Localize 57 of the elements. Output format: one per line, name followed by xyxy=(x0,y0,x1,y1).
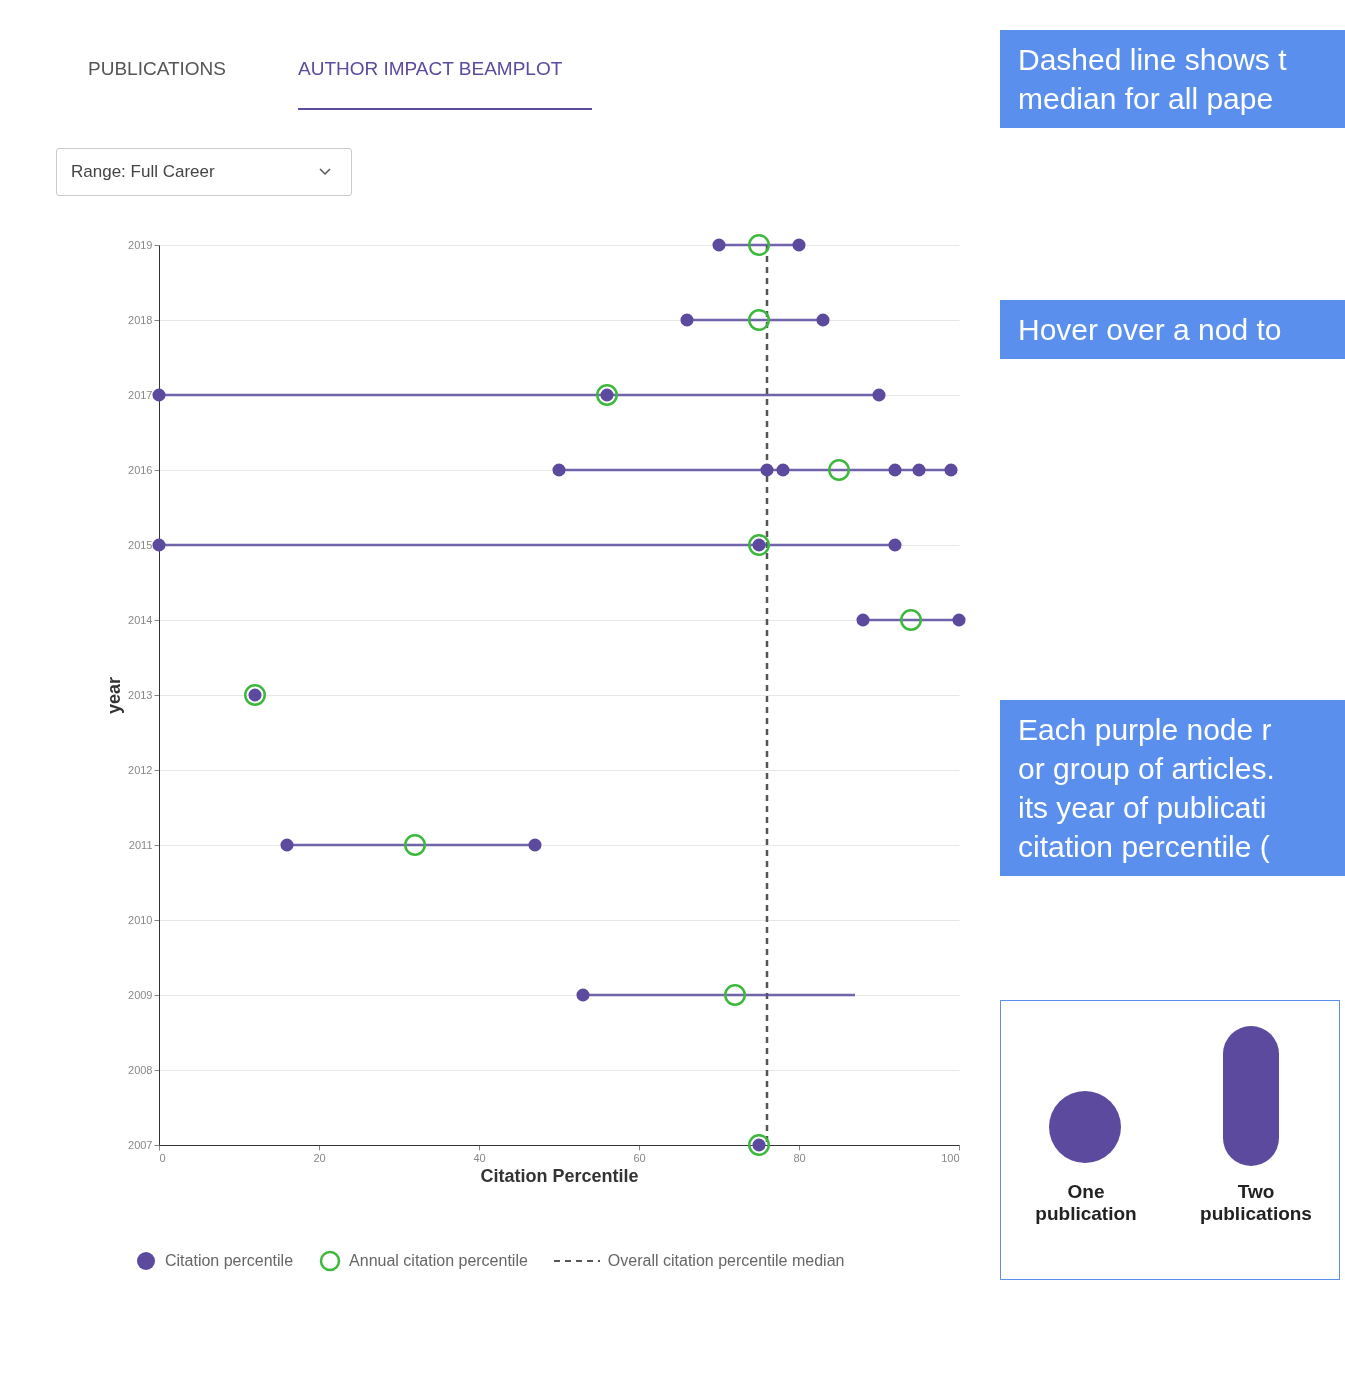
x-tick-label: 100 xyxy=(941,1151,960,1164)
x-tick-label: 60 xyxy=(633,1151,646,1164)
text: AUTHOR IMPACT BEAMPLOT xyxy=(298,58,593,110)
point xyxy=(152,388,166,402)
point xyxy=(952,613,966,627)
point xyxy=(748,309,770,331)
y-tick-label: 2017 xyxy=(128,388,153,401)
point xyxy=(528,838,542,852)
point xyxy=(680,313,694,327)
point xyxy=(856,613,870,627)
point xyxy=(748,234,770,256)
point xyxy=(404,834,426,856)
y-tick-label: 2008 xyxy=(128,1063,153,1076)
point xyxy=(760,463,774,477)
y-tick-label: 2016 xyxy=(128,463,153,476)
x-tick-label: 0 xyxy=(159,1151,166,1164)
point xyxy=(816,313,830,327)
y-tick-label: 2014 xyxy=(128,613,153,626)
point xyxy=(944,463,958,477)
text: Range: Full Career xyxy=(71,162,215,182)
x-tick-label: 20 xyxy=(313,1151,326,1164)
x-tick-label: 80 xyxy=(793,1151,806,1164)
point xyxy=(576,988,590,1002)
text: PUBLICATIONS xyxy=(88,58,226,80)
y-tick-label: 2009 xyxy=(128,988,153,1001)
text: One publication xyxy=(1034,1181,1138,1225)
y-axis-title: year xyxy=(104,676,125,715)
point xyxy=(872,388,886,402)
y-tick-label: 2010 xyxy=(128,913,153,926)
legend-label: Citation percentile xyxy=(164,1251,294,1271)
y-tick-label: 2013 xyxy=(128,688,153,701)
legend-label: Overall citation percentile median xyxy=(606,1252,845,1270)
text: Dashed line shows t median for all pape xyxy=(1000,30,1345,128)
y-tick-label: 2015 xyxy=(128,538,153,551)
y-tick-label: 2018 xyxy=(128,313,153,326)
point xyxy=(280,838,294,852)
point xyxy=(888,538,902,552)
text: Each purple node r or group of articles. its year of publicati citation percentile ( xyxy=(1000,700,1345,876)
y-tick-label: 2007 xyxy=(128,1138,153,1151)
y-tick-label: 2012 xyxy=(128,763,153,776)
y-tick-label: 2011 xyxy=(128,838,153,851)
point xyxy=(552,463,566,477)
x-tick-label: 40 xyxy=(473,1151,486,1164)
x-axis-title: Citation Percentile xyxy=(480,1165,639,1186)
point xyxy=(888,463,902,477)
y-tick-label: 2019 xyxy=(128,238,153,251)
point xyxy=(828,459,850,481)
legend-label: Annual citation percentile xyxy=(348,1251,528,1271)
point xyxy=(900,609,922,631)
point xyxy=(724,984,746,1006)
point xyxy=(776,463,790,477)
point xyxy=(792,238,806,252)
point xyxy=(712,238,726,252)
point xyxy=(912,463,926,477)
point xyxy=(152,538,166,552)
text: Two publications xyxy=(1199,1181,1313,1225)
text: Hover over a nod to xyxy=(1000,300,1345,359)
